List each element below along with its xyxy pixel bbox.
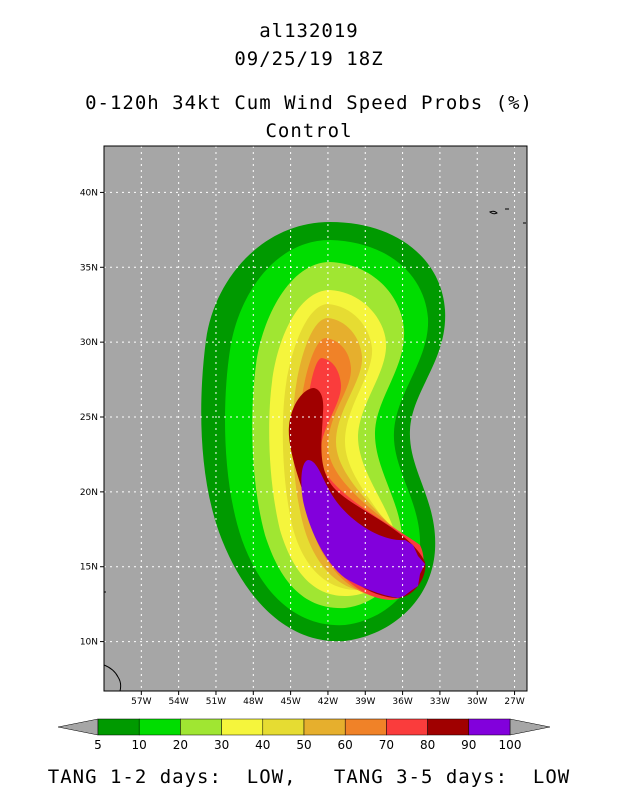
probability-map: 57W 54W 51W 48W 45W 42W 39W 36W 33W 30W 27W 10N 15N… [57,145,551,752]
y-tick-label: 35N [80,263,98,273]
colorbar-label: 30 [214,738,229,752]
x-tick-label: 30W [467,697,487,707]
colorbar-label: 100 [499,738,522,752]
colorbar-label: 5 [94,738,102,752]
product-title: 0-120h 34kt Cum Wind Speed Probs (%) [85,92,533,114]
run-subtitle: Control [265,120,353,142]
tang-footer: TANG 1-2 days: LOW, TANG 3-5 days: LOW [47,766,571,788]
colorbar-swatch [138,718,181,736]
map-frame [103,145,528,692]
colorbar-label: 40 [255,738,270,752]
x-axis: 57W 54W 51W 48W 45W 42W 39W 36W 33W 30W 27W [131,691,525,707]
y-tick-label: 15N [80,563,98,573]
colorbar-label: 90 [461,738,476,752]
grid-lines [104,146,527,691]
datetime-title: 09/25/19 18Z [234,48,384,70]
colorbar-label: 80 [420,738,435,752]
island-coast [489,210,498,215]
x-tick-label: 48W [243,697,263,707]
x-tick-label: 54W [168,697,188,707]
x-tick-label: 51W [206,697,226,707]
x-tick-label: 39W [355,697,375,707]
y-axis: 10N 15N 20N 25N 30N 35N 40N [80,188,104,648]
x-tick-label: 42W [318,697,338,707]
x-tick-label: 57W [131,697,151,707]
colorbar-label: 60 [338,738,353,752]
colorbar-label: 50 [296,738,311,752]
colorbar-swatch [468,718,511,736]
contour-band [301,460,425,598]
y-tick-label: 25N [80,413,98,423]
storm-id-title: al132019 [259,20,359,42]
colorbar-swatch [303,718,346,736]
colorbar-extend-left [57,718,99,736]
colorbar-swatch [427,718,470,736]
colorbar-label: 20 [173,738,188,752]
colorbar-swatch [386,718,428,736]
x-tick-label: 27W [504,697,524,707]
colorbar-swatch [221,718,264,736]
x-tick-label: 33W [430,697,450,707]
x-tick-label: 45W [280,697,300,707]
colorbar-swatch [180,718,222,736]
colorbar-swatch [97,718,140,736]
colorbar-swatch [344,718,387,736]
south-america-coast [104,664,122,691]
x-tick-label: 36W [392,697,412,707]
y-tick-label: 30N [80,338,98,348]
colorbar-extend-right [509,718,551,736]
colorbar: 5 10 20 30 40 50 60 70 80 90 100 [57,718,551,752]
y-tick-label: 10N [80,638,98,648]
colorbar-label: 10 [132,738,147,752]
y-tick-label: 20N [80,488,98,498]
contour-layers [201,222,446,642]
colorbar-label: 70 [379,738,394,752]
coastlines [104,208,526,691]
colorbar-swatch [262,718,305,736]
y-tick-label: 40N [80,188,98,198]
